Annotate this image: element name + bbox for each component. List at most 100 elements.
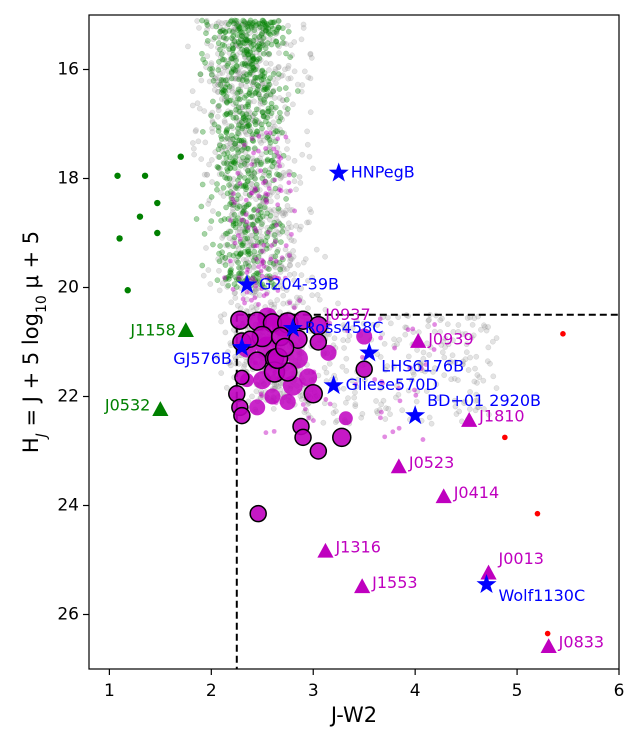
field-green-point — [254, 128, 261, 135]
field-green-point — [225, 21, 232, 28]
field-gray-point — [259, 283, 266, 290]
field-gray-point — [339, 363, 346, 370]
field-magenta-point — [228, 258, 233, 264]
field-gray-point — [240, 217, 247, 224]
field-gray-point — [201, 171, 208, 178]
field-gray-point — [243, 256, 250, 263]
field-gray-point — [232, 55, 239, 62]
field-gray-point — [276, 219, 282, 226]
field-gray-point — [333, 408, 339, 415]
field-magenta-point — [239, 217, 245, 223]
field-magenta-point — [392, 345, 398, 351]
field-gray-point — [417, 361, 424, 368]
field-gray-point — [266, 125, 273, 131]
field-magenta-point — [244, 289, 250, 295]
field-gray-point — [275, 188, 281, 195]
field-gray-point — [426, 414, 433, 421]
x-tick-label: 6 — [614, 681, 625, 701]
field-gray-point — [273, 80, 279, 87]
field-gray-point — [204, 53, 211, 59]
field-gray-point — [289, 206, 295, 213]
field-green-point — [237, 88, 244, 95]
field-gray-point — [249, 117, 256, 124]
field-gray-point — [348, 377, 355, 384]
field-gray-point — [236, 43, 243, 50]
field-gray-point — [305, 305, 311, 312]
field-green-point — [229, 55, 236, 62]
field-green-point — [236, 203, 243, 210]
field-green-point — [249, 131, 256, 138]
field-gray-point — [204, 171, 210, 178]
field-magenta-point — [287, 300, 293, 306]
field-gray-point — [447, 358, 454, 365]
field-gray-point — [251, 24, 258, 31]
field-gray-point — [258, 224, 264, 230]
field-gray-point — [448, 376, 455, 383]
field-gray-point — [249, 181, 255, 188]
field-gray-point — [244, 60, 250, 67]
field-gray-point — [253, 196, 259, 202]
field-gray-point — [221, 311, 228, 318]
field-gray-point — [330, 410, 337, 416]
field-gray-point — [402, 324, 409, 331]
x-axis-label: J-W2 — [329, 703, 377, 727]
field-gray-point — [207, 111, 214, 118]
field-magenta-point — [244, 219, 250, 225]
field-gray-point — [231, 66, 237, 73]
field-gray-point — [485, 344, 492, 351]
field-magenta-point — [274, 222, 279, 228]
field-gray-point — [192, 128, 199, 135]
field-gray-point — [244, 77, 251, 84]
field-gray-point — [238, 75, 244, 82]
field-green-point — [276, 172, 282, 178]
field-gray-point — [296, 226, 303, 233]
field-green-point — [234, 146, 241, 153]
field-gray-point — [233, 243, 240, 250]
field-green-point — [224, 81, 231, 88]
field-gray-point — [225, 87, 232, 94]
field-gray-point — [478, 326, 484, 333]
field-gray-point — [437, 317, 444, 323]
field-green-point — [220, 184, 227, 191]
field-gray-point — [249, 71, 256, 78]
field-gray-point — [245, 60, 252, 67]
field-green-point — [215, 164, 222, 171]
field-gray-point — [305, 412, 312, 418]
field-gray-point — [253, 286, 259, 293]
field-gray-point — [290, 248, 296, 254]
field-gray-point — [267, 198, 274, 205]
field-gray-point — [224, 77, 231, 83]
field-gray-point — [273, 215, 279, 222]
label-j0414: J0414 — [453, 483, 499, 502]
field-magenta-point — [261, 263, 267, 269]
field-gray-point — [285, 62, 292, 69]
field-gray-point — [278, 262, 285, 269]
field-magenta-point — [256, 302, 261, 307]
field-gray-point — [250, 134, 256, 141]
field-gray-point — [208, 157, 215, 163]
field-gray-point — [229, 27, 236, 34]
field-gray-point — [272, 257, 279, 264]
field-gray-point — [307, 51, 314, 58]
field-gray-point — [260, 172, 267, 179]
field-gray-point — [486, 411, 492, 418]
field-green-point — [244, 123, 251, 129]
field-magenta-point — [261, 293, 267, 299]
field-gray-point — [218, 370, 225, 376]
field-green-point — [229, 41, 236, 48]
field-gray-point — [224, 142, 230, 149]
field-gray-point — [251, 252, 258, 259]
field-gray-point — [215, 164, 222, 171]
field-green-point — [264, 158, 271, 164]
field-gray-point — [215, 81, 221, 88]
field-magenta-point — [268, 256, 274, 262]
green-point — [114, 172, 121, 179]
field-green-point — [232, 17, 238, 24]
field-gray-point — [225, 108, 231, 115]
field-green-point — [283, 96, 290, 103]
field-gray-point — [219, 27, 226, 34]
field-gray-point — [247, 110, 254, 117]
field-green-point — [264, 242, 270, 249]
field-gray-point — [462, 398, 468, 405]
field-gray-point — [232, 142, 238, 149]
